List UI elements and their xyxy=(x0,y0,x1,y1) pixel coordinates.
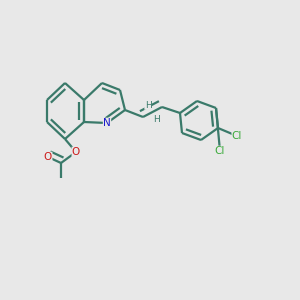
Text: Cl: Cl xyxy=(215,146,225,156)
Text: O: O xyxy=(72,147,80,157)
Text: N: N xyxy=(103,118,111,128)
Text: Cl: Cl xyxy=(232,131,242,141)
Text: H: H xyxy=(154,115,160,124)
Text: O: O xyxy=(44,152,52,162)
Text: H: H xyxy=(145,100,152,109)
